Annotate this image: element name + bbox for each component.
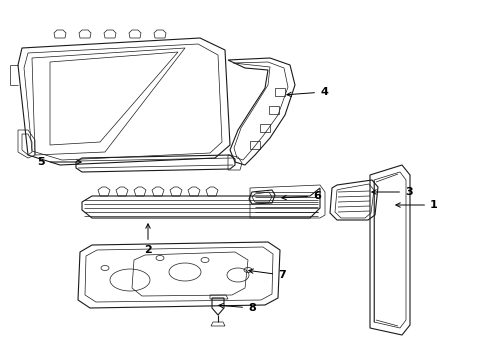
Text: 4: 4 <box>287 87 328 97</box>
Text: 2: 2 <box>144 224 152 255</box>
Text: 3: 3 <box>372 187 413 197</box>
Text: 8: 8 <box>219 303 256 313</box>
Text: 5: 5 <box>37 157 81 167</box>
Text: 7: 7 <box>249 269 286 280</box>
Text: 6: 6 <box>282 191 321 201</box>
Text: 1: 1 <box>396 200 438 210</box>
